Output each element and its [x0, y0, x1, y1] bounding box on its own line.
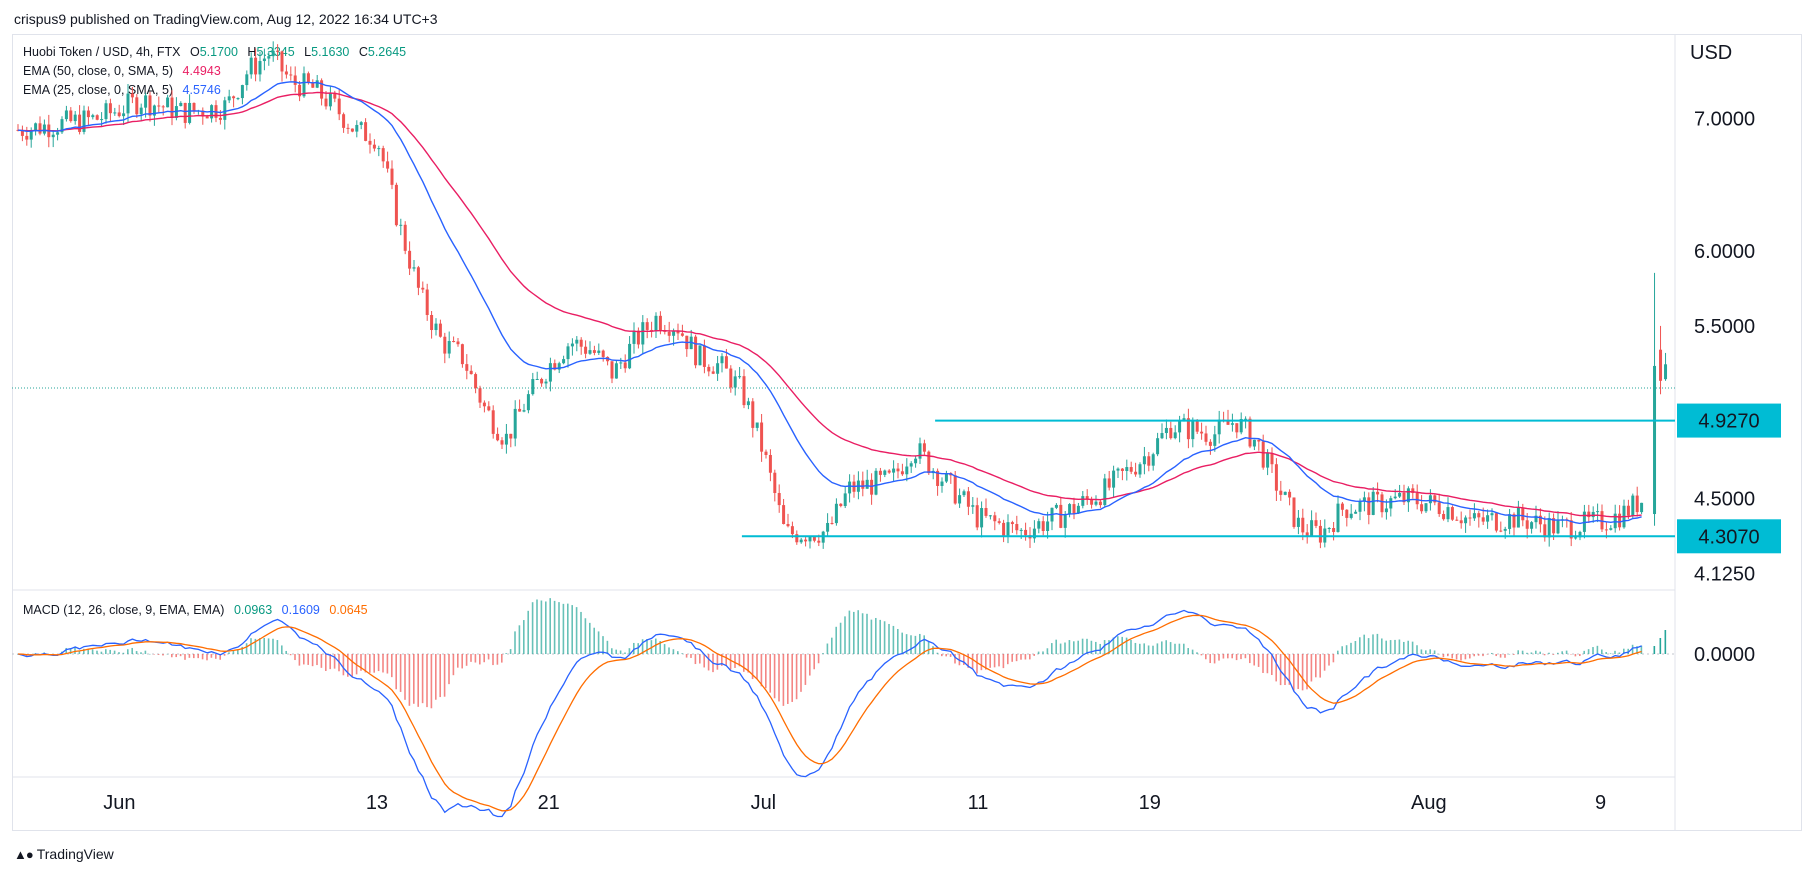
macd-hist-value: 0.0963: [233, 603, 273, 617]
macd-label: MACD (12, 26, close, 9, EMA, EMA): [23, 603, 225, 617]
ema25-legend[interactable]: EMA (25, close, 0, SMA, 5) 4.5746: [23, 83, 227, 97]
tradingview-footer[interactable]: ▲● TradingView: [14, 846, 114, 862]
ema50-legend[interactable]: EMA (50, close, 0, SMA, 5) 4.4943: [23, 64, 227, 78]
ema25-value: 4.5746: [182, 83, 221, 97]
symbol-legend: Huobi Token / USD, 4h, FTX O5.1700 H5.33…: [23, 45, 412, 59]
macd-signal-value: 0.0645: [329, 603, 368, 617]
tradingview-logo-icon: ▲●: [14, 846, 34, 862]
ema25-label: EMA (25, close, 0, SMA, 5): [23, 83, 174, 97]
ema50-value: 4.4943: [182, 64, 221, 78]
ohlc-high: H5.3345: [247, 45, 295, 59]
chart-frame: [12, 34, 1802, 831]
footer-brand: TradingView: [36, 846, 114, 862]
macd-legend[interactable]: MACD (12, 26, close, 9, EMA, EMA) 0.0963…: [23, 603, 374, 617]
currency-label: USD: [1690, 42, 1733, 64]
publisher-header: crispus9 published on TradingView.com, A…: [14, 11, 438, 27]
ohlc-open: O5.1700: [189, 45, 238, 59]
ema50-label: EMA (50, close, 0, SMA, 5): [23, 64, 174, 78]
ohlc-low: L5.1630: [304, 45, 350, 59]
symbol-title[interactable]: Huobi Token / USD, 4h, FTX: [23, 45, 181, 59]
ohlc-close: C5.2645: [358, 45, 407, 59]
macd-line-value: 0.1609: [281, 603, 320, 617]
